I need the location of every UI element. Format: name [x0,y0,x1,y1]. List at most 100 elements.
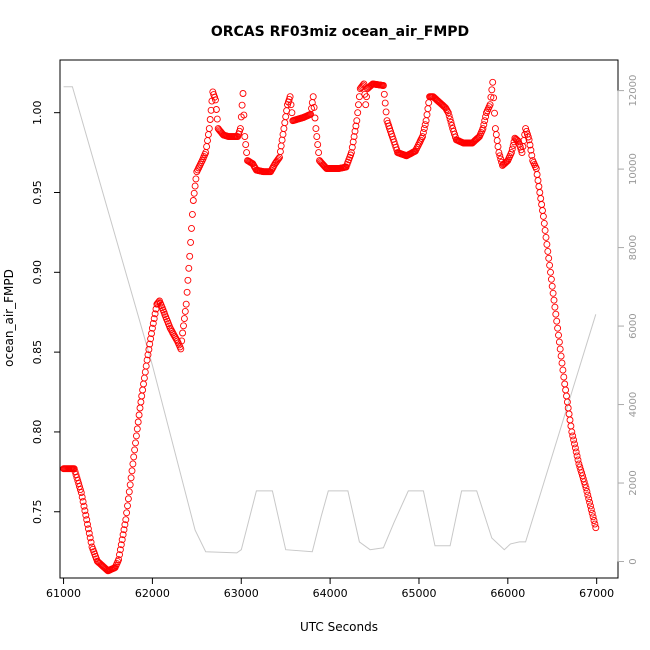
data-point [488,86,496,94]
data-point [119,531,127,539]
data-point [592,524,600,532]
data-point [541,226,549,234]
data-point [380,90,388,98]
data-point [76,486,84,494]
data-point [77,489,85,497]
data-point [277,142,285,150]
y-tick-label: 0.85 [31,340,44,365]
data-point [539,207,546,214]
data-point [421,121,429,129]
x-tick-label: 66000 [490,587,525,600]
data-point [179,329,187,337]
right-y-tick-label: 0 [628,558,639,564]
data-point [83,516,91,524]
data-point [590,517,598,524]
data-point [86,534,94,542]
data-point [563,398,571,406]
data-point [180,322,187,330]
data-point [240,111,248,119]
x-tick-label: 65000 [401,587,436,600]
data-point [149,319,157,327]
data-point [127,474,135,482]
data-point [532,165,540,172]
data-point [311,114,319,122]
data-point [80,502,88,510]
data-point [347,149,355,157]
right-y-tick-label: 6000 [628,313,639,338]
data-point [79,498,87,506]
right-y-tick-label: 4000 [628,392,639,417]
data-point [419,129,427,137]
data-point [184,276,192,284]
data-point [129,460,137,468]
data-point [147,335,155,343]
data-point [493,137,501,145]
y-tick-label: 1.00 [31,100,44,125]
data-point [207,106,215,114]
data-point [212,106,220,113]
data-point [482,113,490,121]
data-point [139,386,147,394]
data-point [543,240,551,248]
data-point [547,268,554,276]
data-point [134,418,142,426]
data-point [177,345,185,353]
data-point [508,145,516,153]
right-y-tick-label: 12000 [628,75,639,107]
x-axis-label: UTC Seconds [300,620,378,634]
data-point [525,136,533,144]
data-point [481,117,489,125]
data-point [537,195,545,202]
data-point [280,125,288,133]
data-point [116,551,123,559]
data-point [185,264,193,272]
data-point [120,526,128,534]
data-point [585,495,593,503]
data-point [275,155,283,163]
data-point [552,310,560,318]
data-point [118,536,126,544]
data-point [122,516,130,524]
data-point [545,254,553,262]
data-point [115,556,123,564]
data-point [131,446,139,454]
data-point [78,493,86,501]
data-point [142,362,150,370]
data-point [558,359,566,367]
data-point [587,502,594,510]
data-point [562,386,570,394]
data-point [141,368,149,376]
y-axis: 0.75 0.80 0.85 0.90 0.95 1.00 [31,100,61,524]
data-point [85,529,93,537]
data-point [312,125,320,133]
data-point [281,119,289,127]
data-point [188,210,196,218]
data-point [575,460,583,468]
data-point [276,148,284,156]
right-y-axis: 0 2000 4000 6000 8000 10000 12000 [617,75,639,565]
data-point [444,109,452,117]
data-point [84,525,92,533]
data-point [420,125,428,133]
data-point [549,289,557,297]
data-point [288,109,296,117]
data-point [191,182,199,190]
data-point [527,146,535,154]
data-point [204,137,211,145]
data-point [278,136,286,144]
data-point [313,133,321,141]
data-point [204,131,212,139]
y-axis-label: ocean_air_FMPD [2,269,16,367]
data-point [542,233,550,241]
data-point [582,484,590,492]
data-point [579,475,587,483]
plot-frame [59,59,619,579]
data-point [568,428,576,436]
right-y-tick-label: 8000 [628,235,639,260]
data-point [551,303,559,311]
data-point [448,121,456,129]
data-point [310,103,318,111]
data-point [81,507,89,515]
data-point [491,109,498,117]
